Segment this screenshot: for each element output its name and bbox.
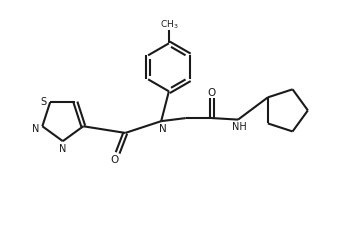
- Text: N: N: [59, 143, 67, 153]
- Text: O: O: [208, 88, 216, 97]
- Text: N: N: [32, 123, 39, 133]
- Text: N: N: [160, 123, 167, 133]
- Text: O: O: [110, 154, 119, 164]
- Text: CH$_3$: CH$_3$: [160, 18, 178, 31]
- Text: S: S: [40, 96, 46, 106]
- Text: NH: NH: [232, 122, 247, 132]
